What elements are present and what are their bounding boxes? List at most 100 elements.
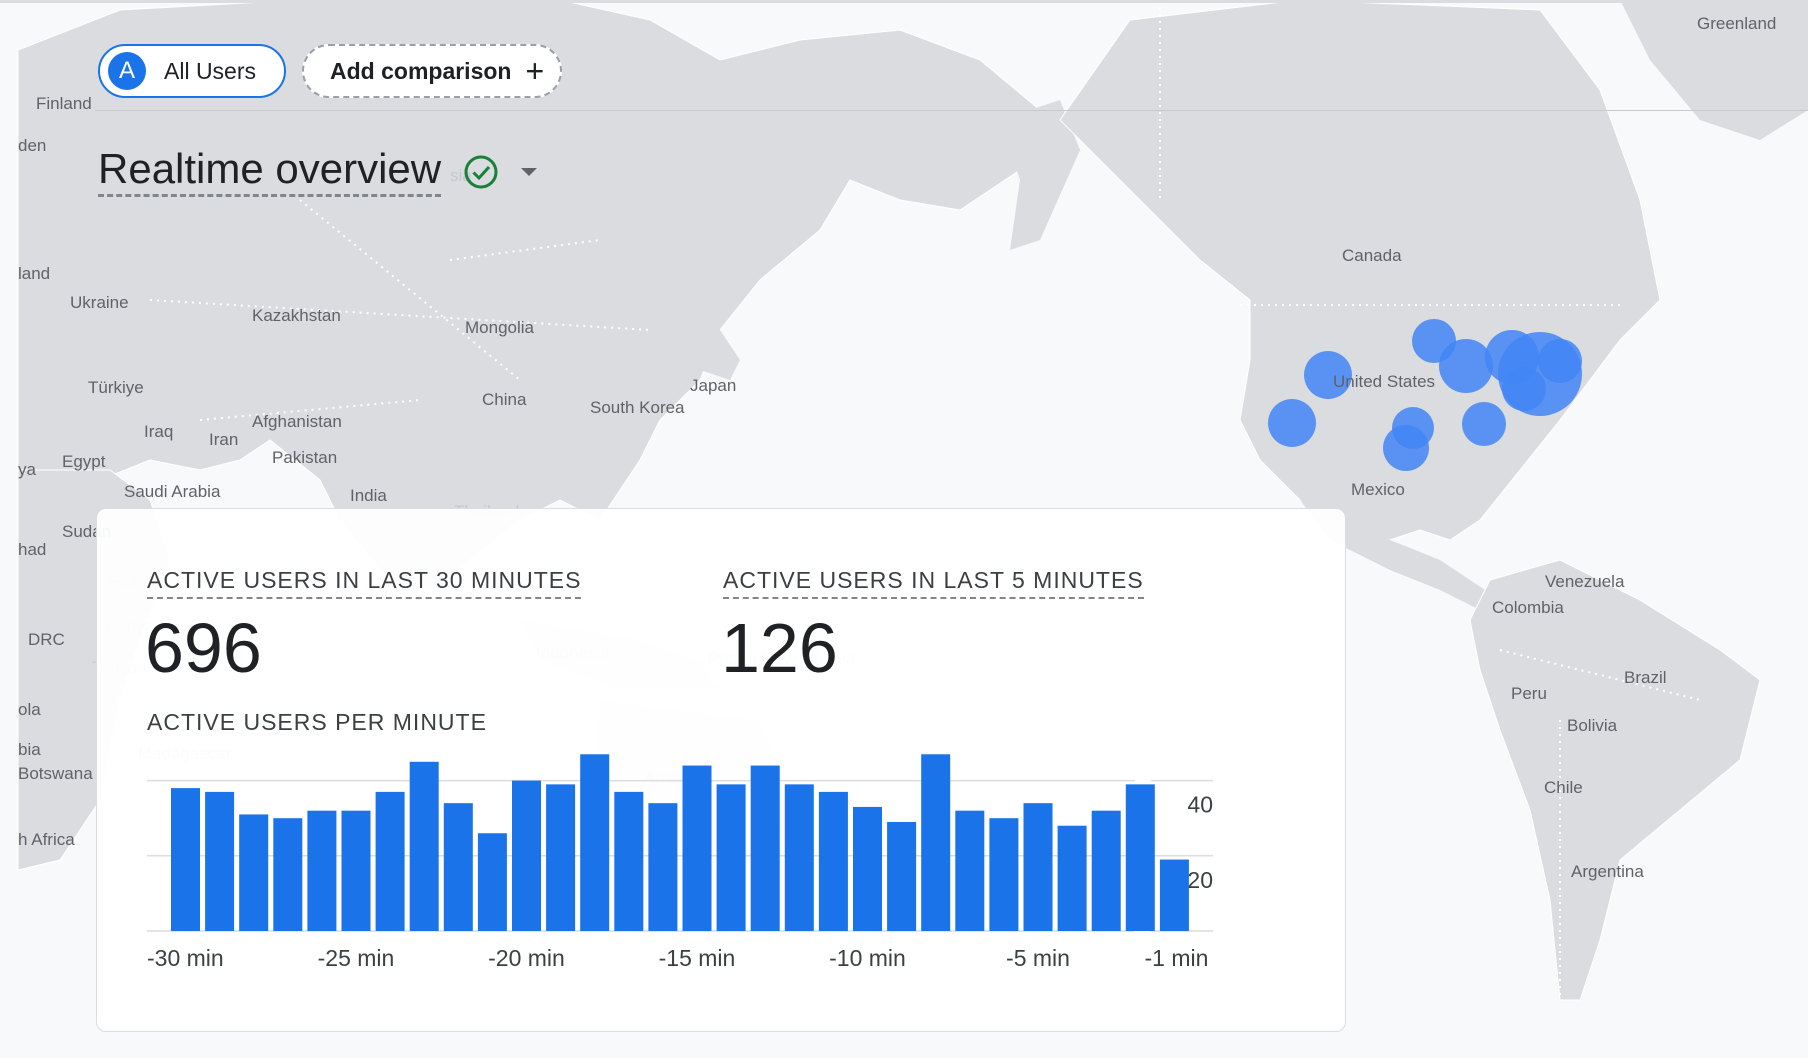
dropdown-caret-icon[interactable] [521,167,538,176]
chart-bar[interactable] [955,810,985,931]
chart-bar[interactable] [205,791,235,931]
chart-bar[interactable] [580,754,610,931]
chart-bar[interactable] [921,754,951,931]
realtime-card: ACTIVE USERS IN LAST 30 MINUTES 696 ACTI… [96,508,1346,1032]
chart-bar[interactable] [1057,825,1087,931]
location-bubbles [1268,319,1582,471]
map-label-mexico: Mexico [1351,480,1405,499]
add-comparison-button[interactable]: Add comparison + [302,44,562,98]
map-label-iraq: Iraq [144,422,174,441]
location-bubble [1383,425,1429,471]
metric-value-last-30-minutes: 696 [145,609,262,687]
chart-bar[interactable] [171,788,200,931]
map-label-finland: Finland [36,94,92,113]
segment-avatar: A [108,52,146,90]
location-bubble [1304,351,1352,399]
map-label-chile: Chile [1544,778,1583,797]
chart-bar[interactable] [614,791,644,931]
map-label-egypt: Egypt [62,452,106,471]
map-label-drc: DRC [28,630,65,649]
chart-bar[interactable] [1023,803,1053,931]
map-label-brazil: Brazil [1624,668,1667,687]
location-bubble [1502,367,1546,411]
chart-bar[interactable] [648,803,678,931]
south-america-landmass [1469,559,1761,1001]
map-label-iran: Iran [209,430,239,449]
map-label-ya: ya [18,460,36,479]
chart-bar[interactable] [546,784,576,931]
y-tick-label: 20 [1187,867,1213,893]
map-label-land: land [18,264,51,283]
chart-bar[interactable] [1159,859,1189,931]
metric-label-last-5-minutes[interactable]: ACTIVE USERS IN LAST 5 MINUTES [723,567,1144,599]
segment-chip-all-users[interactable]: A All Users [98,44,286,98]
chart-bar[interactable] [750,765,780,931]
plus-icon: + [525,53,545,89]
chart-bar[interactable] [1091,810,1121,931]
map-label-greenland: Greenland [1697,14,1777,33]
chart-bar[interactable] [512,780,541,931]
page-title[interactable]: Realtime overview [98,145,442,198]
header-divider [95,110,1808,111]
x-tick-label: -1 min [1144,945,1208,971]
map-label-canada: Canada [1342,246,1402,265]
page-header: Realtime overview [98,145,538,198]
chart-bar[interactable] [989,818,1019,931]
chart-bar[interactable] [887,821,917,931]
segment-label: All Users [164,57,257,84]
map-label-peru: Peru [1511,684,1547,703]
chart-title: ACTIVE USERS PER MINUTE [147,709,487,735]
map-label-had: had [18,540,47,559]
chart-bar[interactable] [477,833,507,931]
kamchatka [1000,100,1080,250]
chart-bar[interactable] [784,784,814,931]
map-label-japan: Japan [690,376,737,395]
metric-value-last-5-minutes: 126 [721,609,838,687]
chart-bar[interactable] [341,810,371,931]
x-tick-label: -20 min [488,945,565,971]
chart-bar[interactable] [239,814,269,931]
map-label-china: China [482,390,527,409]
chart-bar[interactable] [409,761,439,931]
chart-bar[interactable] [1125,784,1155,931]
chart-bar[interactable] [443,803,473,931]
top-border [0,0,1808,3]
map-label-botswana: Botswana [18,764,93,783]
greenland [1620,0,1808,140]
location-bubble [1439,339,1493,393]
map-label-pakistan: Pakistan [272,448,338,467]
chart-bar[interactable] [818,791,848,931]
x-tick-label: -10 min [829,945,906,971]
chart-bar[interactable] [307,810,337,931]
chart-bar[interactable] [682,765,712,931]
x-tick-label: -25 min [318,945,395,971]
map-label-venezuela: Venezuela [1545,572,1625,591]
y-tick-label: 40 [1187,792,1213,818]
map-label-argentina: Argentina [1571,862,1644,881]
map-label-bolivia: Bolivia [1567,716,1618,735]
map-label-ukraine: Ukraine [70,293,129,312]
map-label-h-africa: h Africa [18,830,75,849]
map-label-south-korea: South Korea [590,398,685,417]
map-label-bia: bia [18,740,41,759]
x-tick-label: -30 min [147,945,224,971]
chart-bar[interactable] [716,784,746,931]
x-tick-label: -5 min [1006,945,1070,971]
chart-bar[interactable] [273,818,303,931]
active-users-per-minute-chart: 20 40 -30 min -25 min -20 min -15 min -10 min -… [147,754,1213,971]
add-comparison-label: Add comparison [330,57,512,84]
map-label-united-states: United States [1333,372,1436,391]
check-circle-icon [464,155,498,189]
map-label-mongolia: Mongolia [465,318,534,337]
x-tick-label: -15 min [659,945,736,971]
central-america [1300,500,1500,610]
eurasia-landmass [17,0,1041,591]
metric-label-last-30-minutes[interactable]: ACTIVE USERS IN LAST 30 MINUTES [147,567,582,599]
chart-bar[interactable] [375,791,405,931]
map-label-ola: ola [18,700,41,719]
map-label-t-rkiye: Türkiye [88,378,144,397]
chart-bar[interactable] [853,806,882,931]
location-bubble [1462,402,1506,446]
japan-island [690,310,740,380]
map-label-india: India [350,486,387,505]
